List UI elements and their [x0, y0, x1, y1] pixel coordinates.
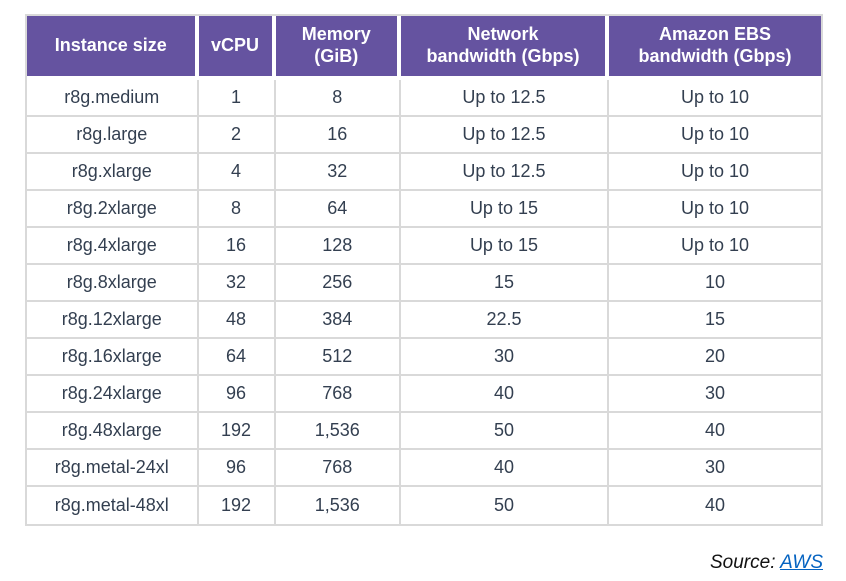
header-line: bandwidth (Gbps) [638, 46, 792, 66]
cell-memory: 128 [275, 228, 401, 265]
header-line: Instance size [54, 35, 167, 56]
cell-vcpu: 48 [198, 302, 276, 339]
cell-instance-size: r8g.8xlarge [27, 265, 199, 302]
instance-spec-table: Instance size vCPU Memory (GiB) Network ba… [25, 14, 823, 526]
cell-vcpu: 64 [198, 339, 276, 376]
cell-memory: 256 [275, 265, 401, 302]
cell-instance-size: r8g.2xlarge [27, 191, 199, 228]
cell-vcpu: 96 [198, 450, 276, 487]
cell-memory: 16 [275, 117, 401, 154]
cell-network-bandwidth: Up to 12.5 [400, 80, 609, 117]
header-line: Network [467, 24, 539, 45]
cell-network-bandwidth: Up to 15 [400, 228, 609, 265]
cell-network-bandwidth: 50 [400, 413, 609, 450]
table-row: r8g.16xlarge 64 512 30 20 [27, 339, 821, 376]
cell-instance-size: r8g.xlarge [27, 154, 199, 191]
column-header-memory: Memory (GiB) [275, 16, 401, 80]
cell-memory: 1,536 [275, 487, 401, 524]
cell-ebs-bandwidth: 20 [608, 339, 821, 376]
cell-vcpu: 8 [198, 191, 276, 228]
cell-memory: 768 [275, 376, 401, 413]
cell-vcpu: 1 [198, 80, 276, 117]
column-header-network-bandwidth: Network bandwidth (Gbps) [400, 16, 609, 80]
cell-network-bandwidth: Up to 12.5 [400, 154, 609, 191]
table-row: r8g.metal-48xl 192 1,536 50 40 [27, 487, 821, 524]
cell-ebs-bandwidth: Up to 10 [608, 191, 821, 228]
table-row: r8g.24xlarge 96 768 40 30 [27, 376, 821, 413]
cell-vcpu: 16 [198, 228, 276, 265]
cell-network-bandwidth: Up to 15 [400, 191, 609, 228]
table-row: r8g.48xlarge 192 1,536 50 40 [27, 413, 821, 450]
table-row: r8g.xlarge 4 32 Up to 12.5 Up to 10 [27, 154, 821, 191]
header-line: Memory [301, 24, 371, 45]
header-row: Instance size vCPU Memory (GiB) Network ba… [27, 16, 821, 80]
header-line: (GiB) [314, 46, 359, 66]
cell-instance-size: r8g.48xlarge [27, 413, 199, 450]
cell-instance-size: r8g.16xlarge [27, 339, 199, 376]
table-row: r8g.8xlarge 32 256 15 10 [27, 265, 821, 302]
cell-instance-size: r8g.large [27, 117, 199, 154]
cell-memory: 512 [275, 339, 401, 376]
cell-instance-size: r8g.medium [27, 80, 199, 117]
cell-memory: 768 [275, 450, 401, 487]
cell-network-bandwidth: 15 [400, 265, 609, 302]
column-header-instance-size: Instance size [27, 16, 199, 80]
cell-memory: 1,536 [275, 413, 401, 450]
cell-ebs-bandwidth: Up to 10 [608, 228, 821, 265]
table-row: r8g.4xlarge 16 128 Up to 15 Up to 10 [27, 228, 821, 265]
cell-instance-size: r8g.12xlarge [27, 302, 199, 339]
table-row: r8g.2xlarge 8 64 Up to 15 Up to 10 [27, 191, 821, 228]
cell-vcpu: 192 [198, 487, 276, 524]
cell-network-bandwidth: 22.5 [400, 302, 609, 339]
source-label: Source: [710, 552, 781, 573]
cell-network-bandwidth: 50 [400, 487, 609, 524]
cell-memory: 32 [275, 154, 401, 191]
cell-ebs-bandwidth: 40 [608, 487, 821, 524]
column-header-vcpu: vCPU [198, 16, 276, 80]
source-link-aws[interactable]: AWS [780, 552, 823, 573]
cell-instance-size: r8g.24xlarge [27, 376, 199, 413]
table-row: r8g.medium 1 8 Up to 12.5 Up to 10 [27, 80, 821, 117]
cell-instance-size: r8g.4xlarge [27, 228, 199, 265]
table-body: r8g.medium 1 8 Up to 12.5 Up to 10 r8g.l… [27, 80, 821, 524]
cell-network-bandwidth: 40 [400, 450, 609, 487]
header-line: bandwidth (Gbps) [426, 46, 580, 66]
cell-instance-size: r8g.metal-48xl [27, 487, 199, 524]
cell-vcpu: 2 [198, 117, 276, 154]
table-row: r8g.large 2 16 Up to 12.5 Up to 10 [27, 117, 821, 154]
header-line: Amazon EBS [658, 24, 771, 45]
header-line: vCPU [211, 35, 260, 56]
cell-ebs-bandwidth: Up to 10 [608, 80, 821, 117]
cell-vcpu: 96 [198, 376, 276, 413]
cell-vcpu: 192 [198, 413, 276, 450]
cell-network-bandwidth: 30 [400, 339, 609, 376]
cell-ebs-bandwidth: 30 [608, 450, 821, 487]
cell-memory: 64 [275, 191, 401, 228]
cell-ebs-bandwidth: 40 [608, 413, 821, 450]
cell-ebs-bandwidth: 30 [608, 376, 821, 413]
table-row: r8g.12xlarge 48 384 22.5 15 [27, 302, 821, 339]
table-row: r8g.metal-24xl 96 768 40 30 [27, 450, 821, 487]
instance-spec-table-container: Instance size vCPU Memory (GiB) Network ba… [25, 14, 823, 526]
cell-network-bandwidth: 40 [400, 376, 609, 413]
cell-ebs-bandwidth: 15 [608, 302, 821, 339]
cell-memory: 384 [275, 302, 401, 339]
column-header-ebs-bandwidth: Amazon EBS bandwidth (Gbps) [608, 16, 821, 80]
cell-ebs-bandwidth: Up to 10 [608, 117, 821, 154]
cell-instance-size: r8g.metal-24xl [27, 450, 199, 487]
cell-vcpu: 4 [198, 154, 276, 191]
source-attribution: Source: AWS [710, 552, 823, 574]
cell-network-bandwidth: Up to 12.5 [400, 117, 609, 154]
cell-memory: 8 [275, 80, 401, 117]
cell-ebs-bandwidth: Up to 10 [608, 154, 821, 191]
cell-vcpu: 32 [198, 265, 276, 302]
cell-ebs-bandwidth: 10 [608, 265, 821, 302]
table-header: Instance size vCPU Memory (GiB) Network ba… [27, 16, 821, 80]
